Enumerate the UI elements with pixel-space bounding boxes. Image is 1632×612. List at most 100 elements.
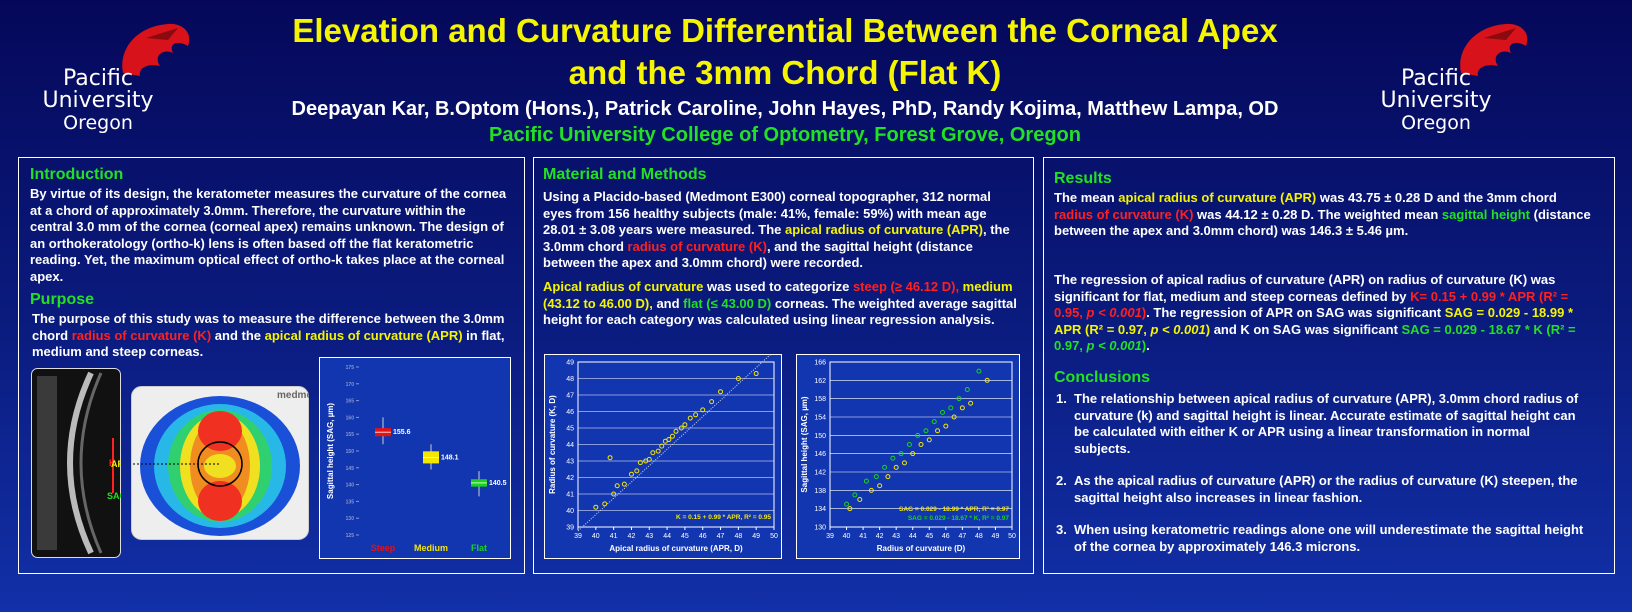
item-number: 2. xyxy=(1056,473,1067,488)
conclusion-item: 3. When using keratometric readings alone… xyxy=(1056,522,1586,555)
data-label: 140.5 xyxy=(489,480,507,487)
text-run: and the xyxy=(211,327,265,343)
x-tick-label: 45 xyxy=(925,533,933,540)
logo-line: Oregon xyxy=(1401,112,1471,134)
y-tick-label: 158 xyxy=(814,396,826,403)
point xyxy=(666,437,672,443)
x-tick-label: 49 xyxy=(752,533,760,540)
x-tick-label: 50 xyxy=(770,533,778,540)
section-title: Conclusions xyxy=(1054,369,1151,386)
y-tick-label: 150 xyxy=(814,433,826,440)
logo-line: Pacific xyxy=(63,66,133,91)
point xyxy=(940,409,946,415)
text-run: radius of curvature (K) xyxy=(1054,206,1194,222)
paragraph: By virtue of its design, the keratometer… xyxy=(30,186,508,285)
topography-map: medmont xyxy=(131,386,309,540)
point xyxy=(693,412,699,418)
text-run: and K on SAG was significant xyxy=(1210,321,1402,337)
y-tick-label: 146 xyxy=(814,451,826,458)
text-run: steep (≥ 46.12 D), xyxy=(852,279,960,294)
text-run: radius of curvature (K) xyxy=(71,327,212,343)
y-tick-label: 39 xyxy=(566,525,574,532)
legend-entry: SAG = 0.029 - 18.67 * K, R² = 0.97 xyxy=(908,515,1010,522)
text-run: and xyxy=(652,295,684,311)
text-run: . The regression of APR on SAG was signi… xyxy=(1146,305,1445,320)
point xyxy=(655,448,661,454)
text-run: Using a Placido-based (Medmont E300) cor… xyxy=(543,189,991,237)
text-run: (distance between the apex and 3.0mm cho… xyxy=(1054,206,1591,239)
section-title: Purpose xyxy=(30,291,95,308)
point xyxy=(976,368,982,374)
plot-area xyxy=(829,361,1013,528)
point xyxy=(923,428,929,434)
point xyxy=(918,442,924,447)
logo-text: Pacific University Oregon xyxy=(28,66,168,135)
paragraph: Apical radius of curvature was used to c… xyxy=(543,279,1021,329)
text-run: was used to categorize xyxy=(703,279,853,294)
point xyxy=(611,491,617,497)
logo-line: University xyxy=(1380,88,1492,113)
point xyxy=(935,428,941,434)
text-run: By virtue of its design, the keratometer… xyxy=(30,186,507,284)
trend-line xyxy=(577,354,772,532)
point xyxy=(735,376,741,381)
point xyxy=(968,400,974,406)
text-run: The regression of apical radius of curva… xyxy=(1054,272,1556,304)
scatter-chart: 130 134 138 142 146 150 154 158 162 166 39 40 41 42 43… xyxy=(796,354,1020,559)
y-tick-label: 49 xyxy=(566,360,574,367)
logo-left: Pacific University Oregon xyxy=(28,18,198,138)
point xyxy=(906,442,912,447)
point xyxy=(593,504,599,510)
text-run: SAG = 0.029 - 18.67 * K (R² = 0.97, xyxy=(1054,321,1576,354)
y-tick-label: 43 xyxy=(566,459,574,466)
box-chart: 125 130 135 140 145 150 155 160 165 170 175 Sagitta… xyxy=(319,357,511,559)
logo-line: Oregon xyxy=(63,112,133,134)
panel-left: Introduction By virtue of its design, th… xyxy=(18,157,525,574)
point xyxy=(614,483,620,489)
y-tick-label: 165 xyxy=(346,399,355,405)
y-tick-label: 47 xyxy=(566,393,574,400)
x-tick-label: 41 xyxy=(859,533,867,540)
item-text: The relationship between apical radius o… xyxy=(1074,391,1579,456)
legend-entry: SAG = 0.029 - 18.99 * APR, R² = 0.97 xyxy=(899,506,1009,513)
x-tick-label: 45 xyxy=(681,533,689,540)
x-tick-label: 42 xyxy=(628,533,636,540)
x-tick-label: 46 xyxy=(699,533,707,540)
y-tick-label: 46 xyxy=(566,409,574,416)
text-run: , and the sagittal height (distance betw… xyxy=(543,238,973,271)
item-text: As the apical radius of curvature (APR) … xyxy=(1074,473,1578,505)
x-tick-label: 42 xyxy=(876,533,884,540)
point xyxy=(959,405,965,411)
x-tick-label: 39 xyxy=(574,533,582,540)
conclusion-item: 2. As the apical radius of curvature (APR… xyxy=(1056,473,1586,506)
point xyxy=(637,460,643,466)
section-title: Material and Methods xyxy=(543,166,707,183)
logo-line: University xyxy=(42,88,154,113)
y-tick-label: 145 xyxy=(346,466,355,472)
y-axis-label: Sagittal height (SAG, µm) xyxy=(800,396,809,493)
point xyxy=(873,474,879,480)
figure-label: APR xyxy=(111,459,121,469)
chart-frame xyxy=(319,357,511,559)
point xyxy=(882,464,888,470)
y-tick-label: 45 xyxy=(566,426,574,433)
x-tick-label: 41 xyxy=(610,533,618,540)
point xyxy=(687,415,693,421)
point xyxy=(628,471,634,477)
x-tick-label: 44 xyxy=(663,533,671,540)
x-tick-label: 46 xyxy=(942,533,950,540)
paragraph: Using a Placido-based (Medmont E300) cor… xyxy=(543,189,1021,272)
x-tick-label: 48 xyxy=(975,533,983,540)
x-tick-label: 44 xyxy=(909,533,917,540)
text-run: corneas. The weighted average sagittal h… xyxy=(543,295,1017,328)
y-tick-label: 175 xyxy=(346,365,355,371)
x-tick-label: 50 xyxy=(1008,533,1016,540)
text-run: SAG = 0.029 - 18.99 * APR (R² = 0.97, xyxy=(1054,305,1574,337)
paragraph: The purpose of this study was to measure… xyxy=(32,311,510,361)
annotation: K = 0.15 + 0.99 * APR, R² = 0.95 xyxy=(676,514,771,521)
point xyxy=(868,487,874,493)
logo-text: Pacific University Oregon xyxy=(1366,68,1506,135)
header: Elevation and Curvature Differential Bet… xyxy=(200,10,1370,148)
y-tick-label: 40 xyxy=(566,508,574,515)
